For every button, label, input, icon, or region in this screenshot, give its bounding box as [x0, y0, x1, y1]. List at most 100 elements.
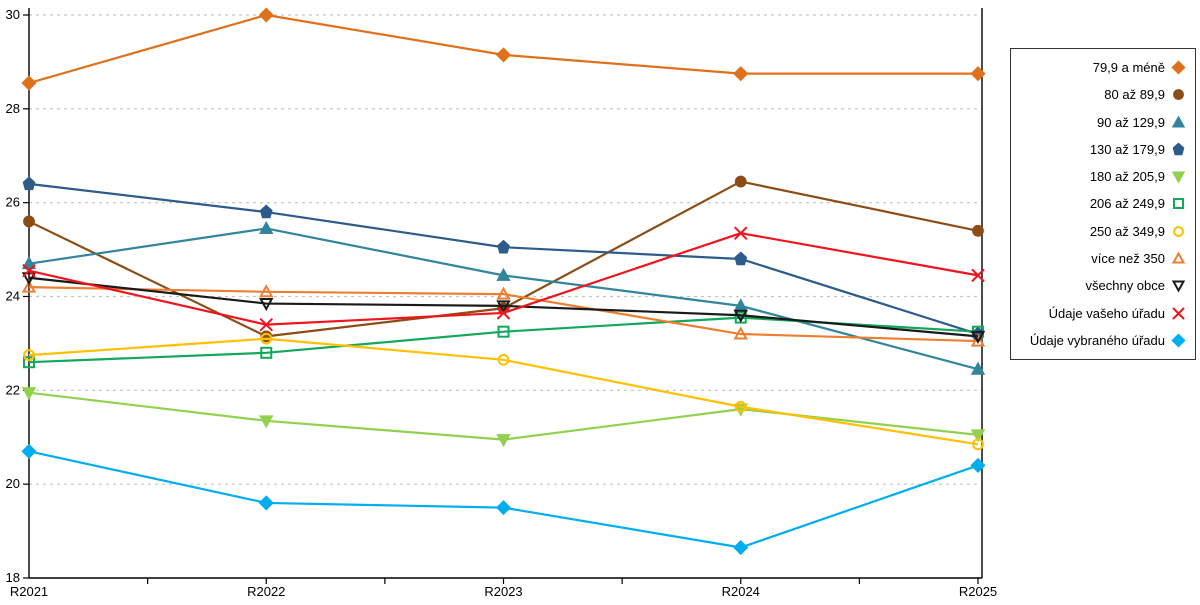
data-point-marker	[733, 66, 749, 82]
data-point-marker	[734, 400, 747, 413]
data-point-marker	[1173, 89, 1184, 101]
x-tick-label: R2022	[247, 584, 285, 599]
triangle-up-legend-icon	[1171, 251, 1186, 264]
data-point-marker	[734, 226, 748, 240]
data-point-marker	[258, 495, 274, 511]
data-point-marker	[1172, 142, 1185, 156]
series-10	[21, 443, 986, 556]
legend-item-label: 206 až 249,9	[1089, 196, 1165, 212]
data-point-marker	[1171, 280, 1186, 293]
legend-item-8: všechny obce	[1020, 278, 1186, 293]
legend-item-label: 250 až 349,9	[1089, 223, 1165, 239]
data-point-marker	[970, 429, 986, 443]
data-point-marker	[1173, 225, 1184, 237]
data-point-marker	[21, 443, 37, 459]
data-point-marker	[495, 47, 512, 63]
pentagon-legend-icon	[1172, 142, 1185, 156]
x-tick-label: R2024	[722, 584, 760, 599]
y-tick-label: 22	[6, 382, 20, 397]
series-line	[28, 391, 979, 441]
data-point-marker	[733, 298, 748, 312]
series-line	[28, 276, 979, 338]
data-point-marker	[497, 325, 510, 338]
triangle-down-legend-icon	[1171, 171, 1186, 184]
data-point-marker	[23, 349, 35, 362]
circle-legend-icon	[1173, 89, 1184, 101]
data-point-marker	[22, 176, 36, 191]
y-tick-label: 18	[6, 570, 20, 585]
series-8	[21, 272, 986, 344]
triangle-down-legend-icon	[1171, 280, 1186, 293]
y-tick-label: 28	[6, 101, 20, 116]
data-point-marker	[495, 500, 512, 516]
square-legend-icon	[1173, 198, 1184, 210]
series-3	[22, 176, 985, 341]
legend-item-label: všechny obce	[1085, 278, 1166, 294]
data-point-marker	[497, 353, 510, 366]
line-chart: 18 20 22 24 26 28 30 R2021 R2022 R2023 R2024 R2025	[6, 7, 998, 599]
data-point-marker	[259, 204, 273, 219]
data-point-marker	[733, 539, 749, 556]
data-point-marker	[970, 330, 986, 344]
data-point-marker	[972, 438, 984, 451]
data-point-marker	[496, 434, 511, 448]
x-legend-icon	[1172, 307, 1185, 320]
series-line	[28, 450, 979, 549]
legend-item-label: Údaje vybraného úřadu	[1029, 332, 1165, 348]
chart-legend: 79,9 a méně 80 až 89,9 90 až 129,9 130 až 1…	[1010, 48, 1196, 360]
y-tick-label: 30	[6, 7, 20, 22]
data-point-marker	[972, 224, 984, 237]
series-9	[22, 226, 985, 332]
legend-item-label: Údaje vašeho úřadu	[1048, 305, 1165, 321]
data-point-marker	[23, 215, 35, 228]
data-point-marker	[970, 361, 986, 375]
data-point-marker	[970, 333, 986, 347]
diamond-legend-icon	[1171, 60, 1186, 75]
y-tick-label: 24	[6, 289, 20, 304]
data-point-marker	[734, 175, 747, 188]
x-tick-label: R2021	[10, 584, 48, 599]
data-point-marker	[497, 239, 510, 254]
data-point-marker	[734, 251, 748, 266]
legend-item-0: 79,9 a méně	[1020, 60, 1186, 75]
data-point-marker	[970, 457, 986, 473]
legend-item-7: více než 350	[1020, 251, 1186, 266]
data-point-marker	[496, 300, 511, 314]
data-point-marker	[1171, 171, 1186, 184]
data-point-marker	[1171, 60, 1186, 75]
series-line	[28, 286, 979, 343]
data-point-marker	[259, 318, 273, 332]
data-point-marker	[260, 346, 273, 359]
legend-item-10: Údaje vybraného úřadu	[1020, 333, 1186, 348]
data-point-marker	[21, 387, 37, 401]
legend-item-5: 206 až 249,9	[1020, 196, 1186, 211]
series-2	[21, 220, 986, 375]
data-point-marker	[496, 267, 511, 281]
legend-item-4: 180 až 205,9	[1020, 169, 1186, 184]
data-point-marker	[259, 284, 274, 298]
legend-item-3: 130 až 179,9	[1020, 142, 1186, 157]
data-point-marker	[259, 415, 274, 429]
data-point-marker	[23, 356, 35, 369]
data-point-marker	[497, 306, 510, 320]
data-point-marker	[733, 326, 748, 340]
series-6	[23, 332, 984, 451]
y-tick-label: 20	[6, 476, 20, 491]
data-point-marker	[21, 279, 37, 293]
x-tick-label: R2025	[959, 584, 997, 599]
data-point-marker	[971, 268, 985, 282]
legend-item-label: 79,9 a méně	[1092, 60, 1165, 75]
circle-legend-icon	[1173, 225, 1184, 237]
legend-item-9: Údaje vašeho úřadu	[1020, 306, 1186, 321]
legend-item-1: 80 až 89,9	[1020, 87, 1186, 102]
data-point-marker	[21, 256, 37, 270]
data-point-marker	[21, 75, 37, 91]
series-7	[21, 279, 986, 347]
data-point-marker	[21, 272, 37, 286]
data-point-marker	[1171, 251, 1186, 264]
data-point-marker	[260, 332, 273, 345]
series-0	[21, 7, 986, 91]
legend-item-label: 90 až 129,9	[1097, 114, 1165, 130]
data-point-marker	[1171, 115, 1186, 128]
series-4	[21, 387, 986, 448]
